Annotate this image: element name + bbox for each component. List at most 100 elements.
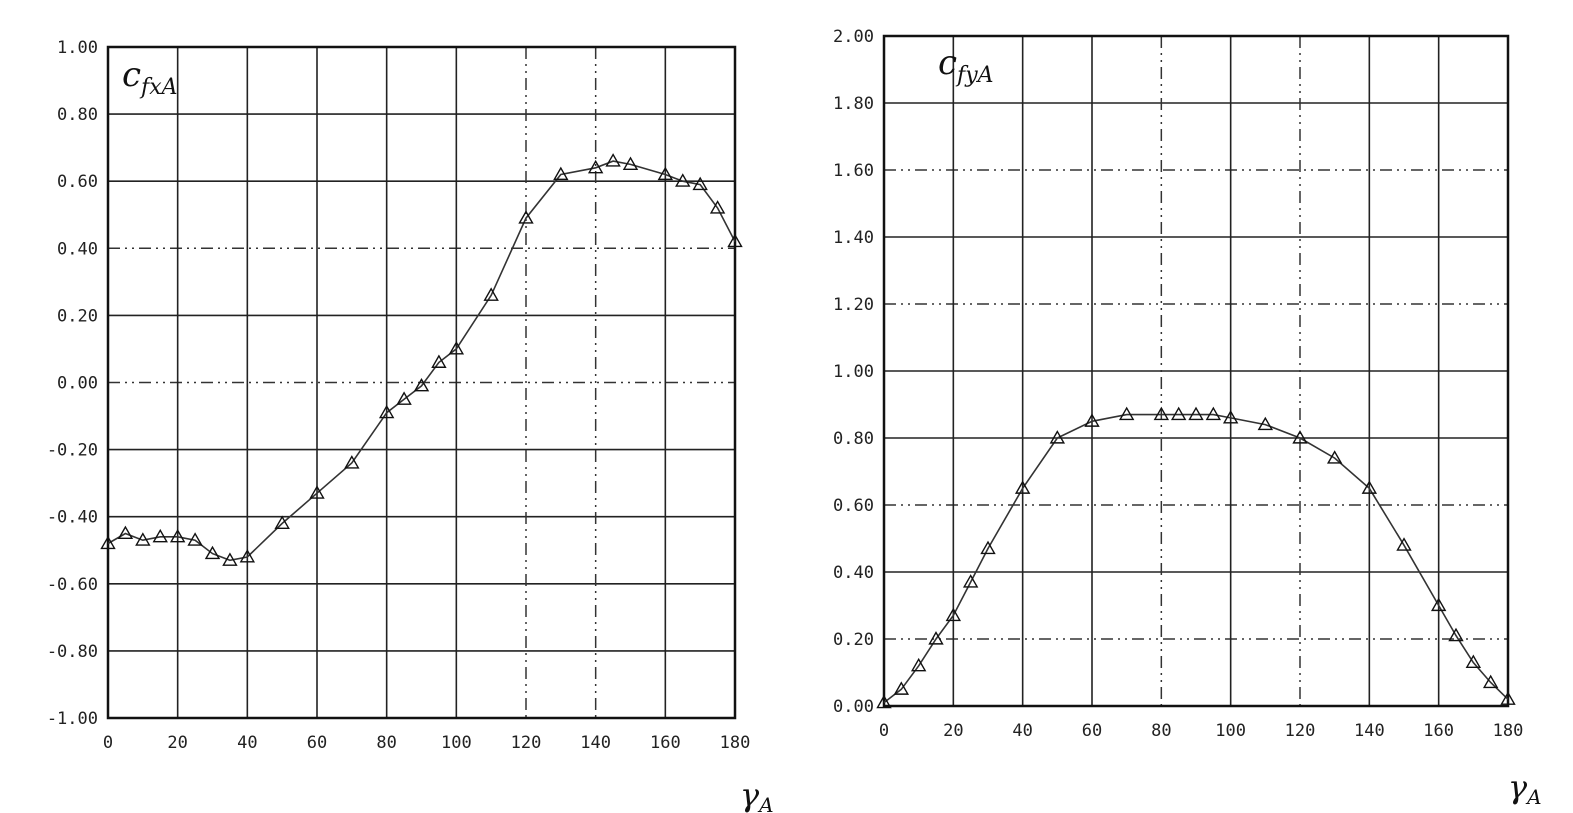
chart-cfxa-y-tick-label: 1.00 <box>57 38 98 58</box>
chart-cfya-y-tick-label: 1.00 <box>833 362 874 382</box>
chart-cfya-y-tick-label: 0.20 <box>833 630 874 650</box>
chart-cfya-x-tick-label: 100 <box>1215 721 1246 741</box>
chart-cfxa-x-tick-label: 160 <box>650 733 681 753</box>
chart-cfxa-x-tick-label: 60 <box>307 733 327 753</box>
chart-cfya-data-point <box>980 540 996 555</box>
chart-cfxa-y-ticks: 1.00 0.80 0.60 0.40 0.20 0.00 -0.20 -0.40 -0.60 -… <box>47 38 98 729</box>
chart-cfya-data-point <box>1153 406 1170 421</box>
chart-cfxa-x-tick-label: 20 <box>167 733 187 753</box>
chart-cfya-y-tick-label: 0.80 <box>833 429 874 449</box>
chart-cfya-x-tick-label: 20 <box>943 721 963 741</box>
chart-cfya-y-axis-label: cfyA <box>938 43 994 88</box>
chart-cfxa-data-point <box>152 528 168 543</box>
chart-cfxa-data-point <box>622 156 639 171</box>
chart-cfxa-data-point <box>605 153 621 167</box>
chart-cfxa-x-tick-label: 100 <box>441 733 472 753</box>
chart-cfxa-series-line <box>107 160 736 562</box>
chart-cfya-data-point <box>1430 597 1447 612</box>
chart-cfxa-y-tick-label: 0.40 <box>57 239 98 259</box>
chart-cfxa-data-point <box>117 525 134 540</box>
chart-cfya-data-point <box>1482 674 1499 689</box>
chart-cfya-data-point <box>1084 413 1100 427</box>
chart-cfya-x-tick-label: 120 <box>1285 721 1316 741</box>
chart-cfya-data-point <box>928 631 944 645</box>
chart-cfxa-y-tick-label: -0.80 <box>47 642 98 662</box>
chart-cfxa-x-ticks: 0 20 40 60 80 100 120 140 160 180 <box>103 733 750 753</box>
chart-cfxa-markers <box>100 153 743 566</box>
chart-cfya-y-tick-label: 1.60 <box>833 161 874 181</box>
chart-cfxa-y-axis-label: cfxA <box>122 55 177 100</box>
chart-cfya-data-point <box>1170 406 1187 421</box>
chart-cfxa-data-point <box>675 173 691 187</box>
chart-cfxa-data-point <box>169 528 186 543</box>
chart-cfya-y-ticks: 2.00 1.80 1.60 1.40 1.20 1.00 0.80 0.60 0.40 0.20… <box>833 27 874 717</box>
chart-cfxa-data-point <box>483 287 499 301</box>
chart-cfxa-data-point <box>239 549 256 563</box>
chart-cfxa-x-tick-label: 180 <box>720 733 751 753</box>
chart-cfxa-data-point <box>396 391 412 405</box>
chart-cfya-data-point <box>1292 430 1308 444</box>
chart-cfxa: 1.00 0.80 0.60 0.40 0.20 0.00 -0.20 -0.40 -0.60 -… <box>47 38 774 813</box>
chart-cfya-data-point <box>1049 430 1066 444</box>
chart-cfya-data-point <box>893 681 910 695</box>
chart-cfxa-data-point <box>100 535 116 550</box>
chart-cfya-x-axis-label: γA <box>1508 768 1542 809</box>
chart-cfya-x-tick-label: 160 <box>1423 721 1454 741</box>
chart-cfya-y-tick-label: 1.40 <box>833 228 874 248</box>
chart-cfya-x-tick-label: 80 <box>1151 721 1171 741</box>
chart-cfya-data-point <box>1500 691 1516 705</box>
chart-cfxa-data-point <box>692 176 708 191</box>
chart-cfya-x-ticks: 0 20 40 60 80 100 120 140 160 180 <box>879 721 1523 741</box>
chart-cfya-data-point <box>1205 406 1222 421</box>
chart-cfxa-data-point <box>727 233 743 248</box>
chart-cfxa-data-point <box>587 159 604 174</box>
chart-cfxa-data-point <box>344 455 360 469</box>
chart-cfya-x-tick-label: 60 <box>1082 721 1102 741</box>
chart-cfxa-data-point <box>204 545 221 560</box>
chart-cfxa-x-tick-label: 80 <box>376 733 396 753</box>
chart-cfya-data-point <box>962 574 979 588</box>
chart-cfya-data-point <box>945 607 962 622</box>
chart-cfxa-y-tick-label: 0.60 <box>57 172 98 192</box>
chart-cfxa-data-point <box>657 166 674 181</box>
chart-cfya-x-tick-label: 0 <box>879 721 889 741</box>
chart-cfxa-x-tick-label: 140 <box>580 733 611 753</box>
chart-cfya-data-point <box>910 657 927 672</box>
chart-cfxa-y-tick-label: 0.20 <box>57 306 98 326</box>
chart-cfya-data-point <box>1188 406 1204 421</box>
chart-cfya-frame <box>882 34 1510 708</box>
chart-cfya-data-point <box>1118 406 1135 421</box>
chart-cfya-y-tick-label: 0.00 <box>833 697 874 717</box>
chart-cfxa-data-point <box>448 341 465 355</box>
chart-cfxa-data-point <box>274 515 290 529</box>
chart-cfya-data-point <box>1326 450 1343 464</box>
chart-cfxa-y-tick-label: -0.40 <box>47 508 98 528</box>
chart-cfya-markers <box>876 406 1516 709</box>
chart-cfxa-x-tick-label: 0 <box>103 733 113 753</box>
chart-cfxa-x-axis-label: γA <box>740 776 774 813</box>
chart-cfxa-data-point <box>378 404 395 419</box>
chart-cfxa-data-point <box>553 166 569 181</box>
chart-cfya: 2.00 1.80 1.60 1.40 1.20 1.00 0.80 0.60 0.40 0.20… <box>833 27 1542 809</box>
chart-cfxa-x-tick-label: 40 <box>237 733 257 753</box>
chart-cfya-data-point <box>1257 416 1274 431</box>
chart-cfxa-data-point <box>431 354 447 368</box>
chart-cfya-data-point <box>1448 627 1464 642</box>
chart-cfya-series-line <box>883 413 1509 704</box>
chart-cfxa-data-point <box>518 210 534 224</box>
chart-cfxa-grid <box>108 47 735 718</box>
chart-cfya-data-point <box>1396 537 1412 551</box>
chart-cfya-data-point <box>876 694 892 709</box>
chart-cfxa-y-tick-label: 0.00 <box>57 374 98 394</box>
chart-cfya-x-tick-label: 40 <box>1012 721 1032 741</box>
chart-cfxa-y-tick-label: -0.60 <box>47 575 98 595</box>
chart-cfxa-data-point <box>709 200 726 214</box>
chart-cfxa-data-point <box>187 532 203 546</box>
chart-cfya-y-tick-label: 0.60 <box>833 496 874 516</box>
chart-cfxa-x-tick-label: 120 <box>511 733 542 753</box>
chart-cfya-y-tick-label: 1.80 <box>833 94 874 114</box>
chart-cfxa-data-point <box>413 377 430 392</box>
chart-cfya-data-point <box>1361 480 1378 494</box>
chart-cfxa-data-point <box>222 552 238 566</box>
